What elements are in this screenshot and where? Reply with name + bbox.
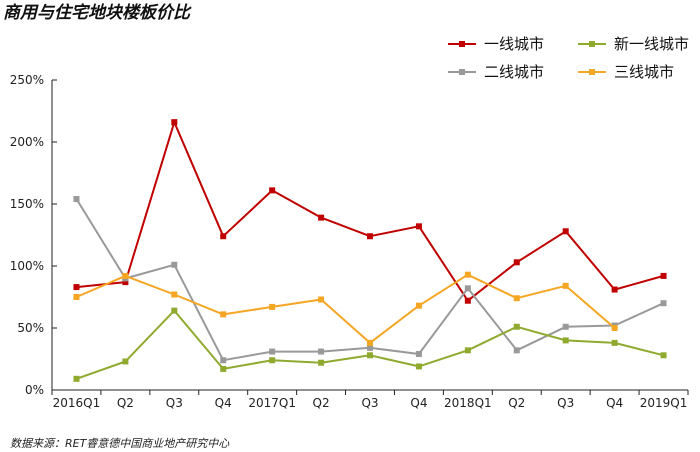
data-point xyxy=(220,357,227,364)
data-point xyxy=(269,348,276,355)
data-point xyxy=(562,228,569,235)
data-point xyxy=(464,347,471,354)
data-point xyxy=(562,323,569,330)
data-point xyxy=(220,365,227,372)
axes: 0% 50% 100% 150% 200% 250% 2016Q1 Q2 Q3 Q4 2017Q1 Q… xyxy=(10,73,689,410)
x-tick-label: Q4 xyxy=(215,396,232,410)
x-tick-label: 2017Q1 xyxy=(248,396,296,410)
series-line xyxy=(76,121,664,302)
series-4 xyxy=(73,271,618,346)
data-point xyxy=(464,297,471,304)
data-point xyxy=(513,259,520,266)
legend-marker xyxy=(589,41,595,47)
y-tick-label: 200% xyxy=(10,135,44,149)
y-tick-label: 150% xyxy=(10,197,44,211)
data-point xyxy=(367,344,373,351)
data-point xyxy=(367,339,373,346)
data-point xyxy=(660,272,667,279)
data-point xyxy=(122,358,129,365)
data-point xyxy=(220,311,227,318)
data-point xyxy=(367,233,373,240)
data-point xyxy=(269,357,276,364)
legend-item: 新一线城市 xyxy=(578,35,689,53)
data-point xyxy=(415,223,422,230)
x-tick-label: Q4 xyxy=(410,396,427,410)
data-point xyxy=(269,303,276,310)
data-point xyxy=(611,286,618,293)
data-point xyxy=(464,271,471,278)
data-point xyxy=(318,214,325,221)
series-line xyxy=(75,198,664,362)
y-tick-label: 50% xyxy=(17,321,44,335)
data-point xyxy=(318,296,325,303)
series-layer xyxy=(73,119,667,382)
y-tick-label: 100% xyxy=(10,259,44,273)
data-point xyxy=(73,294,80,300)
legend-item: 三线城市 xyxy=(578,63,674,81)
legend-label: 三线城市 xyxy=(614,63,674,81)
data-point xyxy=(660,300,667,307)
data-point xyxy=(611,339,618,346)
data-point xyxy=(367,352,373,359)
data-point xyxy=(171,291,178,298)
x-tick-label: Q3 xyxy=(557,396,574,410)
data-point xyxy=(464,285,471,292)
y-tick-label: 0% xyxy=(25,383,44,397)
chart-title: 商用与住宅地块楼板价比 xyxy=(3,3,192,23)
series-line xyxy=(76,273,616,344)
series-3 xyxy=(73,307,667,382)
x-tick-label: Q2 xyxy=(313,396,330,410)
data-point xyxy=(318,348,325,355)
data-point xyxy=(513,295,520,302)
data-point xyxy=(415,351,422,358)
data-point xyxy=(171,261,178,268)
legend-marker xyxy=(459,69,465,75)
series-2 xyxy=(73,196,667,364)
legend-marker xyxy=(459,41,465,47)
legend-marker xyxy=(589,69,595,75)
x-tick-label: Q3 xyxy=(166,396,183,410)
legend-item: 二线城市 xyxy=(448,63,544,81)
data-point xyxy=(269,187,276,194)
data-point xyxy=(562,282,569,289)
data-point xyxy=(171,119,178,126)
data-point xyxy=(415,363,422,370)
data-point xyxy=(73,196,80,203)
data-point xyxy=(220,233,227,240)
data-point xyxy=(611,325,618,331)
data-point xyxy=(73,284,80,291)
source-note: 数据来源：RET睿意德中国商业地产研究中心 xyxy=(10,437,230,450)
legend-item: 一线城市 xyxy=(448,35,544,53)
data-point xyxy=(562,337,569,344)
x-tick-label: Q2 xyxy=(508,396,525,410)
data-point xyxy=(513,323,520,330)
x-tick-label: 2018Q1 xyxy=(444,396,492,410)
data-point xyxy=(122,272,129,279)
series-1 xyxy=(73,119,667,304)
x-tick-label: Q4 xyxy=(606,396,623,410)
legend-label: 一线城市 xyxy=(484,35,544,53)
legend-label: 新一线城市 xyxy=(614,35,689,53)
x-tick-label: Q2 xyxy=(117,396,134,410)
data-point xyxy=(415,302,422,309)
x-tick-label: Q3 xyxy=(361,396,378,410)
data-point xyxy=(318,359,325,366)
legend-label: 二线城市 xyxy=(484,63,544,81)
y-tick-label: 250% xyxy=(10,73,44,87)
data-point xyxy=(513,347,520,354)
x-tick-label: 2016Q1 xyxy=(53,396,101,410)
data-point xyxy=(122,279,129,286)
data-point xyxy=(660,352,667,359)
data-point xyxy=(73,375,80,382)
data-point xyxy=(171,307,178,314)
x-tick-label: 2019Q1 xyxy=(640,396,688,410)
